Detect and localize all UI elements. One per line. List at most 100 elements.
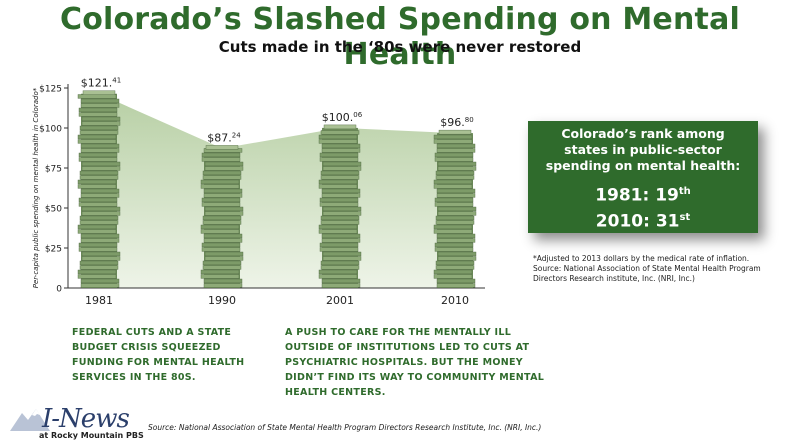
money-bill — [433, 224, 473, 230]
x-tick-label: 1981 — [85, 294, 113, 307]
money-bill — [204, 166, 244, 171]
caption-federal-cuts: FEDERAL CUTS AND A STATE BUDGET CRISIS S… — [72, 327, 245, 383]
money-bill — [437, 211, 477, 216]
logo-wordmark: I-News — [42, 404, 130, 434]
money-bill — [81, 121, 121, 126]
money-bill — [201, 197, 241, 203]
money-bill — [79, 215, 119, 221]
rank-box: Colorado’s rank among states in public-s… — [528, 121, 758, 233]
bar-top-bill — [323, 124, 357, 130]
money-bill — [436, 188, 476, 194]
money-bill — [81, 116, 121, 122]
money-bill — [319, 157, 359, 162]
money-bill — [433, 184, 473, 189]
money-bill — [78, 157, 118, 162]
money-bill — [203, 283, 243, 288]
money-bill — [320, 260, 360, 266]
money-bill — [202, 215, 242, 221]
money-bill — [80, 148, 120, 153]
caption-psychiatric-cuts: A PUSH TO CARE FOR THE MENTALLY ILL OUTS… — [285, 327, 545, 398]
data-label: $87.24 — [207, 131, 241, 144]
money-bill — [320, 265, 360, 270]
money-bill — [318, 139, 358, 144]
money-bill — [322, 251, 362, 257]
money-bill — [320, 170, 360, 176]
money-bill — [78, 152, 118, 158]
money-bill — [436, 238, 476, 243]
money-bill — [78, 202, 118, 207]
money-bill — [321, 143, 361, 149]
money-bill — [204, 206, 244, 212]
money-bill — [436, 233, 476, 239]
money-bill — [201, 152, 241, 158]
money-bill — [202, 220, 242, 225]
money-bill — [434, 202, 474, 207]
money-bill — [322, 211, 362, 216]
money-bill — [81, 251, 121, 257]
money-bill — [80, 283, 120, 288]
money-bill — [203, 233, 243, 239]
money-bill — [321, 188, 361, 194]
money-bill — [204, 251, 244, 257]
money-bill — [200, 224, 240, 230]
money-bill — [81, 206, 121, 212]
money-bill — [433, 139, 473, 144]
y-tick-label: $75 — [45, 165, 62, 175]
money-bill — [435, 260, 475, 266]
rank-heading: Colorado’s rank among states in public-s… — [545, 126, 741, 173]
money-bill — [202, 175, 242, 180]
money-bill — [437, 166, 477, 171]
money-bill — [201, 157, 241, 162]
money-bill — [81, 211, 121, 216]
money-bill — [77, 94, 117, 99]
money-bill — [437, 256, 477, 261]
money-bill — [434, 157, 474, 162]
money-bill — [319, 197, 359, 203]
money-bill — [318, 184, 358, 189]
money-bill — [318, 179, 358, 185]
money-bill — [204, 256, 244, 261]
money-bill — [202, 265, 242, 270]
x-tick-label: 2010 — [441, 294, 469, 307]
money-bill — [437, 251, 477, 257]
bar-2010 — [433, 129, 477, 288]
money-bill — [319, 242, 359, 248]
money-bill — [319, 152, 359, 158]
money-bill — [79, 130, 119, 135]
money-bill — [203, 188, 243, 194]
money-bill — [320, 220, 360, 225]
data-label: $100.06 — [322, 111, 363, 124]
money-bill — [80, 188, 120, 194]
money-bill — [79, 220, 119, 225]
money-bill — [77, 229, 117, 234]
money-bill — [436, 283, 476, 288]
chart-subtitle: Cuts made in the ‘80s were never restore… — [218, 38, 582, 56]
money-bill — [81, 166, 121, 171]
money-bill — [434, 247, 474, 252]
money-bill — [436, 143, 476, 149]
money-bill — [202, 260, 242, 266]
y-tick-label: $125 — [39, 85, 62, 95]
money-bill — [200, 269, 240, 275]
y-tick-label: $100 — [39, 125, 62, 135]
money-bill — [204, 161, 244, 167]
money-bill — [77, 274, 117, 279]
money-bill — [77, 224, 117, 230]
money-bill — [434, 152, 474, 158]
money-bill — [435, 265, 475, 270]
bar-top-bill — [438, 129, 472, 135]
money-bill — [201, 247, 241, 252]
money-bill — [79, 170, 119, 176]
y-tick-label: 0 — [56, 285, 62, 295]
money-bill — [321, 148, 361, 153]
footnote: *Adjusted to 2013 dollars by the medical… — [533, 254, 783, 284]
money-bill — [321, 193, 361, 198]
money-bill — [434, 242, 474, 248]
bar-2001 — [318, 124, 362, 289]
money-bill — [321, 233, 361, 239]
money-bill — [200, 274, 240, 279]
money-bill — [319, 202, 359, 207]
money-bill — [322, 206, 362, 212]
money-bill — [80, 233, 120, 239]
